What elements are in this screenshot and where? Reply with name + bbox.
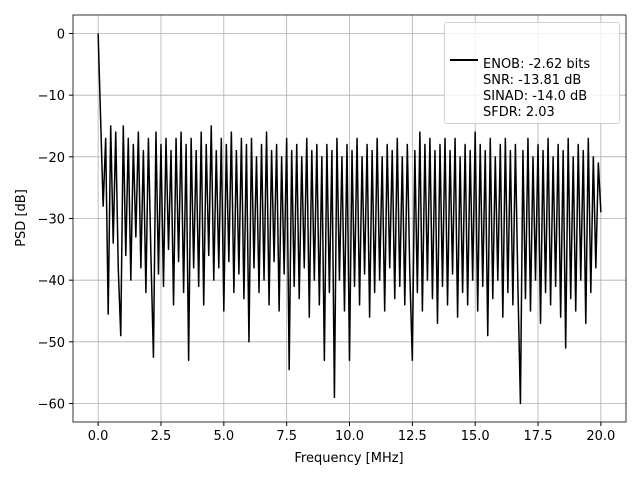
x-tick-label: 5.0 — [213, 429, 234, 444]
y-tick-label: −40 — [38, 274, 65, 289]
y-tick-label: 0 — [57, 28, 65, 43]
y-tick-label: −20 — [38, 151, 65, 166]
x-tick-label: 0.0 — [88, 429, 109, 444]
x-tick-label: 7.5 — [276, 429, 297, 444]
x-tick-label: 15.0 — [461, 429, 490, 444]
x-tick-label: 20.0 — [586, 429, 615, 444]
x-tick-label: 12.5 — [398, 429, 427, 444]
legend: ENOB: -2.62 bits SNR: -13.81 dB SINAD: -… — [444, 22, 620, 124]
x-tick-label: 2.5 — [151, 429, 172, 444]
y-tick-label: −30 — [38, 213, 65, 228]
data-line — [97, 33, 602, 405]
plot-frame — [72, 14, 627, 423]
y-tick-label: −10 — [38, 89, 65, 104]
x-tick-label: 10.0 — [335, 429, 364, 444]
legend-label: ENOB: -2.62 bits SNR: -13.81 dB SINAD: -… — [483, 57, 591, 120]
x-axis-label: Frequency [MHz] — [294, 451, 403, 466]
x-tick-label: 17.5 — [524, 429, 553, 444]
y-tick-label: −60 — [38, 398, 65, 413]
y-axis-label: PSD [dB] — [14, 189, 29, 247]
y-tick-label: −50 — [38, 336, 65, 351]
legend-swatch — [450, 59, 478, 61]
